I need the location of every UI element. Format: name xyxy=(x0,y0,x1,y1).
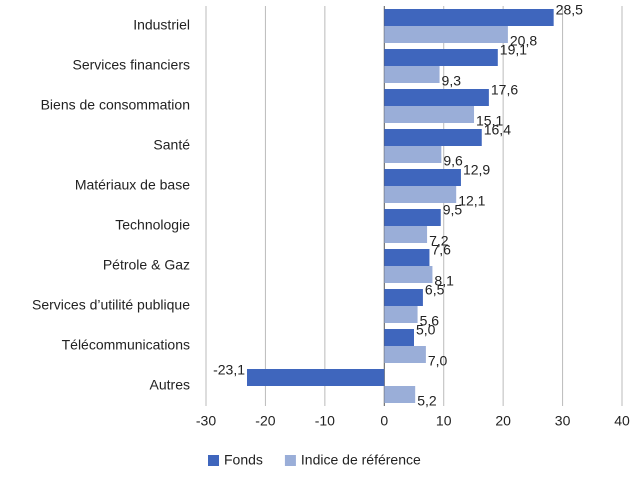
x-tick-label: -30 xyxy=(196,413,216,429)
value-label: 5,2 xyxy=(417,393,437,409)
value-label: 8,1 xyxy=(434,273,454,289)
bar xyxy=(384,306,418,323)
bar xyxy=(384,329,414,346)
value-label: 16,4 xyxy=(484,122,511,138)
bar xyxy=(384,49,498,66)
bar xyxy=(384,386,416,403)
x-tick-label: 20 xyxy=(495,413,511,429)
category-label: Biens de consommation xyxy=(41,97,190,113)
bar xyxy=(384,209,441,226)
bar xyxy=(384,146,442,163)
x-tick-label: 10 xyxy=(436,413,452,429)
x-tick-label: 30 xyxy=(555,413,571,429)
category-label: Industriel xyxy=(133,17,190,33)
bar xyxy=(384,346,426,363)
value-label: 19,1 xyxy=(500,42,527,58)
value-label: 12,1 xyxy=(458,193,485,209)
bar xyxy=(384,66,440,83)
value-label: 12,9 xyxy=(463,162,490,178)
category-label: Matériaux de base xyxy=(75,177,190,193)
value-label: 28,5 xyxy=(556,2,583,18)
x-tick-label: 0 xyxy=(380,413,388,429)
bar xyxy=(384,266,433,283)
bar xyxy=(384,169,461,186)
bar xyxy=(384,26,508,43)
category-label: Technologie xyxy=(115,217,190,233)
bar xyxy=(384,9,554,26)
bar xyxy=(384,186,457,203)
bar xyxy=(384,129,482,146)
bar xyxy=(384,249,430,266)
value-label: 7,0 xyxy=(428,353,448,369)
legend-swatch xyxy=(208,455,219,466)
category-label: Services d’utilité publique xyxy=(32,297,190,313)
bar xyxy=(384,289,423,306)
value-label: 5,0 xyxy=(416,322,436,338)
category-label: Services financiers xyxy=(73,57,191,73)
category-label: Pétrole & Gaz xyxy=(103,257,190,273)
value-label: 20,8 xyxy=(510,33,537,49)
value-label: 6,5 xyxy=(425,282,445,298)
x-tick-label: -10 xyxy=(315,413,335,429)
value-label: -23,1 xyxy=(213,362,245,378)
legend-swatch xyxy=(284,455,296,466)
category-label: Télécommunications xyxy=(62,337,190,353)
bar xyxy=(384,106,475,123)
value-label: 9,5 xyxy=(443,202,463,218)
x-tick-label: 40 xyxy=(614,413,630,429)
bar xyxy=(247,369,385,386)
bar xyxy=(384,89,489,106)
value-label: 9,3 xyxy=(442,73,462,89)
value-label: 9,6 xyxy=(443,153,463,169)
bar xyxy=(384,226,428,243)
x-tick-label: -20 xyxy=(255,413,275,429)
category-label: Autres xyxy=(150,377,190,393)
legend-label: Indice de référence xyxy=(301,452,421,468)
legend-label: Fonds xyxy=(224,452,263,468)
value-label: 15,1 xyxy=(476,113,503,129)
value-label: 7,6 xyxy=(431,242,451,258)
category-label: Santé xyxy=(153,137,190,153)
value-label: 5,6 xyxy=(420,313,440,329)
value-label: 17,6 xyxy=(491,82,518,98)
value-label: 7,2 xyxy=(429,233,449,249)
